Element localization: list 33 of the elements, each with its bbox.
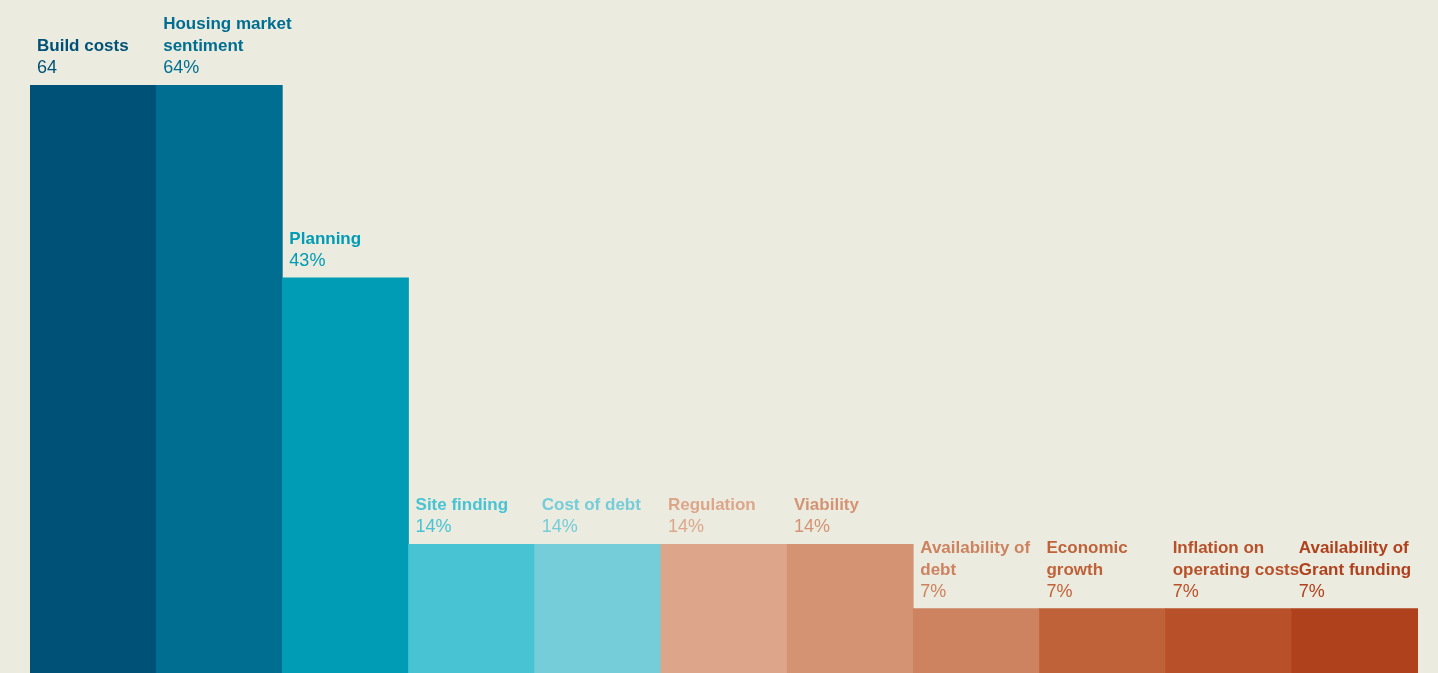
bar — [1291, 608, 1418, 673]
bar — [155, 85, 283, 673]
x-tick-label: Availability of Grant funding — [1298, 537, 1412, 579]
x-tick-label: Inflation on operating costs — [1172, 537, 1300, 579]
data-label: 14% — [794, 516, 831, 537]
bar — [786, 544, 914, 673]
x-tick-label: Regulation — [667, 495, 756, 515]
data-label: 14% — [415, 516, 452, 537]
x-tick-label: Economic growth — [1046, 537, 1128, 579]
data-label: 7% — [1298, 580, 1325, 601]
x-tick-label: Viability — [794, 495, 860, 515]
data-label: 64% — [163, 57, 200, 77]
data-label: 7% — [1046, 580, 1073, 601]
data-label: 14% — [541, 516, 578, 537]
bar — [30, 85, 157, 673]
bar — [534, 544, 662, 673]
bar — [1039, 608, 1166, 673]
x-tick-label: Build costs — [37, 36, 129, 55]
bar — [282, 277, 409, 673]
x-tick-label: Planning — [289, 228, 362, 248]
data-label: 7% — [920, 580, 947, 601]
bar — [1165, 608, 1293, 673]
x-tick-label: Housing market sentiment — [163, 14, 292, 55]
data-label: 7% — [1172, 580, 1199, 601]
x-tick-label: Site finding — [415, 495, 509, 515]
x-tick-label: Availability of debt — [920, 537, 1031, 579]
bar — [912, 608, 1040, 673]
data-label: 14% — [667, 516, 704, 537]
bar — [408, 544, 536, 673]
bar — [660, 544, 788, 673]
x-tick-label: Cost of debt — [541, 495, 642, 515]
data-label: 64 — [37, 57, 58, 77]
data-label: 43% — [289, 249, 326, 270]
